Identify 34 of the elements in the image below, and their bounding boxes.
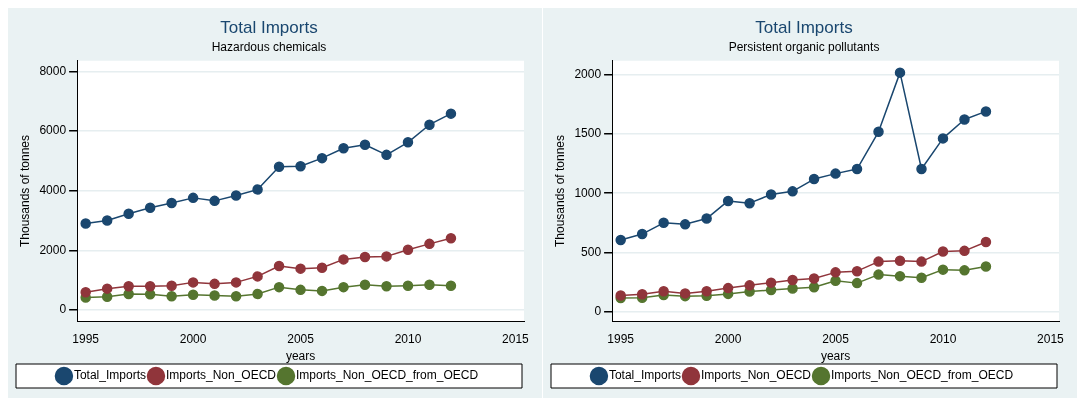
- chart-subtitle: Hazardous chemicals: [211, 39, 327, 54]
- y-tick-label: 0: [59, 302, 67, 317]
- legend-label: Imports_Non_OECD: [700, 368, 812, 383]
- y-tick-label: 4000: [39, 183, 67, 198]
- y-tick-label: 2000: [39, 242, 67, 257]
- legend-label: Imports_Non_OECD_from_OECD: [296, 368, 479, 383]
- chart-title: Total Imports: [220, 17, 318, 37]
- x-tick-label: 1995: [607, 331, 635, 346]
- y-tick-label: 8000: [39, 63, 67, 78]
- legend-label: Imports_Non_OECD: [165, 368, 277, 383]
- x-tick-label: 2015: [1037, 331, 1065, 346]
- legend-label: Imports_Non_OECD_from_OECD: [831, 368, 1014, 383]
- x-tick-label: 2005: [287, 331, 315, 346]
- y-tick-label: 500: [581, 244, 602, 259]
- x-tick-label: 2010: [394, 331, 422, 346]
- x-axis-title: years: [820, 349, 851, 364]
- y-tick-label: 1500: [574, 126, 602, 141]
- y-tick-label: 0: [594, 303, 602, 318]
- x-tick-label: 2010: [929, 331, 957, 346]
- y-tick-label: 1000: [574, 185, 602, 200]
- y-axis-title: Thousands of tonnes: [552, 134, 567, 248]
- x-tick-label: 2000: [714, 331, 742, 346]
- legend-label: Total_Imports: [73, 368, 146, 383]
- x-tick-label: 2015: [502, 331, 530, 346]
- x-tick-label: 2000: [179, 331, 207, 346]
- x-tick-label: 1995: [72, 331, 100, 346]
- chart-subtitle: Persistent organic pollutants: [728, 39, 880, 54]
- y-tick-label: 2000: [574, 67, 602, 82]
- y-tick-label: 6000: [39, 123, 67, 138]
- x-axis-title: years: [285, 349, 316, 364]
- legend-label: Total_Imports: [608, 368, 681, 383]
- chart-title: Total Imports: [755, 17, 853, 37]
- y-axis-title: Thousands of tonnes: [17, 134, 32, 248]
- x-tick-label: 2005: [822, 331, 850, 346]
